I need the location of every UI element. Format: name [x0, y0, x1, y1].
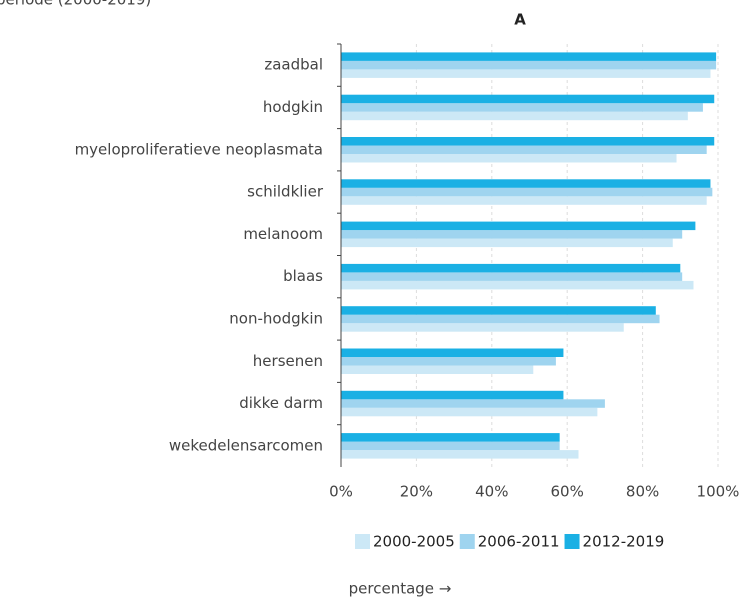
bar [341, 306, 656, 315]
legend-swatch [459, 534, 475, 549]
bar [341, 280, 694, 290]
bar [341, 69, 711, 78]
x-tick-label: 80% [626, 483, 659, 501]
y-tick-label: non-hodgkin [229, 309, 323, 327]
legend-label: 2006-2011 [478, 533, 560, 551]
bar [341, 221, 696, 231]
bar [341, 365, 534, 374]
bar [341, 94, 715, 104]
bar [341, 196, 707, 205]
bar [341, 137, 715, 146]
legend-swatch [355, 534, 370, 549]
bar [341, 230, 683, 239]
x-tick-label: 100% [697, 483, 740, 501]
bar [341, 390, 564, 400]
bar [341, 145, 707, 154]
bar [341, 433, 560, 442]
bar [341, 103, 703, 112]
bar [341, 60, 717, 70]
chart-title: A [514, 11, 526, 29]
x-tick-label: 60% [551, 483, 584, 501]
x-tick-label: 40% [475, 483, 508, 501]
y-tick-label: wekedelensarcomen [169, 436, 323, 454]
bar [341, 441, 560, 451]
bar [341, 179, 711, 188]
bar [341, 272, 683, 281]
chart-subtitle: periode (2000-2019) [0, 0, 151, 9]
bar [341, 357, 556, 366]
bar [341, 154, 677, 163]
y-tick-label: dikke darm [239, 394, 323, 412]
legend-label: 2000-2005 [373, 533, 455, 551]
bar [341, 399, 605, 408]
y-tick-label: hodgkin [263, 98, 323, 116]
bar [341, 187, 713, 197]
x-tick-label: 0% [329, 483, 353, 501]
bar [341, 111, 688, 121]
y-tick-label: melanoom [243, 225, 323, 243]
y-tick-label: schildklier [247, 183, 324, 201]
bar [341, 323, 624, 332]
bar [341, 450, 579, 459]
legend-swatch [564, 534, 580, 549]
bar [341, 52, 717, 61]
y-tick-label: blaas [283, 267, 323, 285]
x-tick-label: 20% [400, 483, 433, 501]
y-tick-label: myeloproliferatieve neoplasmata [75, 140, 323, 158]
bar [341, 407, 598, 417]
bar [341, 238, 673, 248]
legend-label: 2012-2019 [583, 533, 665, 551]
x-axis-label: percentage → [349, 580, 452, 598]
y-tick-label: zaadbal [264, 56, 323, 74]
bar [341, 348, 564, 357]
y-tick-label: hersenen [253, 352, 323, 370]
bar [341, 263, 681, 273]
bar [341, 314, 660, 324]
